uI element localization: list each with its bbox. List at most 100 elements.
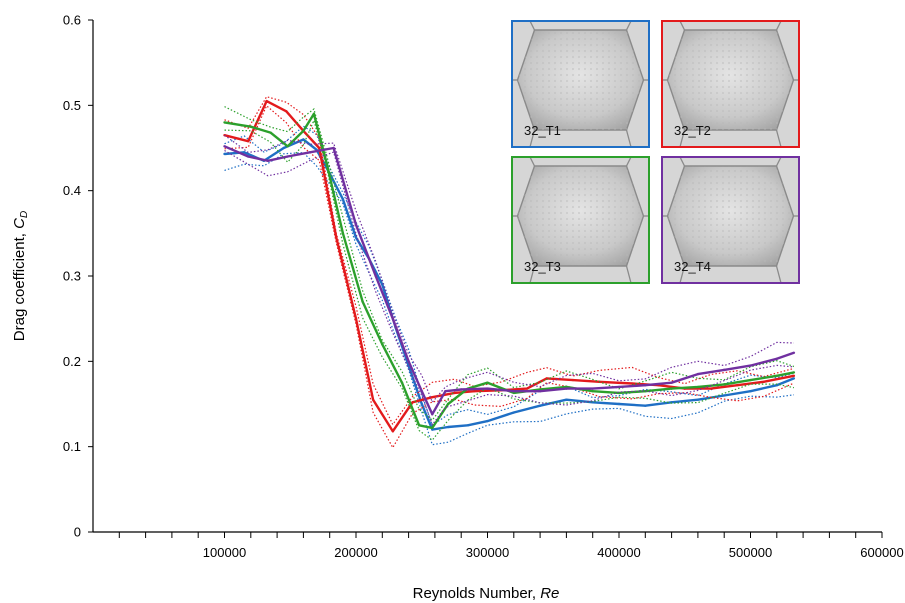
ball-texture xyxy=(667,30,794,130)
data-point xyxy=(246,155,250,158)
data-point xyxy=(709,387,713,390)
data-point xyxy=(308,151,312,154)
series-lower-bound xyxy=(224,118,795,441)
data-point xyxy=(335,236,338,239)
panel-32_T1: 32_T1 xyxy=(511,20,650,148)
data-point xyxy=(473,390,476,393)
y-axis-title: Drag coefficient, CD xyxy=(11,211,30,341)
ball-seam xyxy=(679,156,686,167)
y-tick-label: 0 xyxy=(74,525,81,540)
data-point xyxy=(269,131,272,134)
data-point xyxy=(591,390,594,393)
y-tick-label: 0.3 xyxy=(63,269,81,284)
data-point xyxy=(538,404,542,407)
series-lower-bound xyxy=(224,104,795,449)
data-point xyxy=(486,381,489,384)
y-tick-label: 0.2 xyxy=(63,354,81,369)
data-point xyxy=(446,425,450,429)
panel-label: 32_T4 xyxy=(674,259,711,274)
ball-seam xyxy=(679,129,686,148)
panel-border xyxy=(661,20,800,148)
y-axis-title-text: Drag coefficient, xyxy=(11,233,28,341)
data-point xyxy=(723,368,726,372)
data-point xyxy=(466,424,469,427)
data-point xyxy=(670,387,673,390)
data-point xyxy=(512,390,515,393)
data-point xyxy=(302,129,305,133)
panel-32_T3: 32_T3 xyxy=(511,156,650,284)
data-point xyxy=(361,300,364,303)
panel-border xyxy=(661,156,800,284)
data-point xyxy=(696,385,700,389)
data-point xyxy=(391,317,395,320)
data-point xyxy=(792,377,796,380)
y-axis-title-symbol: C xyxy=(11,218,28,229)
x-tick-label: 600000 xyxy=(860,545,903,560)
data-point xyxy=(538,390,542,393)
data-point xyxy=(411,401,414,404)
data-point xyxy=(696,398,700,401)
x-tick-label: 300000 xyxy=(466,545,509,560)
legend-image-panels: 32_T1 32_T2 32_T3 32_T4 xyxy=(511,20,800,284)
ball-seam xyxy=(775,156,782,167)
data-point xyxy=(354,236,358,239)
data-point xyxy=(617,402,621,406)
y-tick-label: 0.6 xyxy=(63,13,81,28)
series-32_T3 xyxy=(223,106,796,441)
data-point xyxy=(286,155,289,158)
panel-label: 32_T3 xyxy=(524,259,561,274)
panel-label: 32_T1 xyxy=(524,123,561,138)
data-point xyxy=(591,387,594,390)
data-point xyxy=(792,371,796,374)
x-axis-title-symbol: Re xyxy=(540,585,559,602)
ball-seam xyxy=(775,129,782,148)
ball-seam xyxy=(625,156,632,167)
data-point xyxy=(444,390,447,393)
data-point xyxy=(381,343,384,346)
data-point xyxy=(246,139,250,143)
data-point xyxy=(431,413,434,416)
x-tick-label: 100000 xyxy=(203,545,246,560)
data-point xyxy=(286,145,289,148)
data-point xyxy=(775,374,778,378)
data-point xyxy=(374,274,377,278)
data-point xyxy=(371,398,375,401)
series-lower-bound xyxy=(224,149,794,426)
data-point xyxy=(644,384,647,387)
data-point xyxy=(762,380,765,384)
x-tick-label: 200000 xyxy=(334,545,377,560)
data-point xyxy=(696,372,700,376)
ball-seam xyxy=(775,265,782,284)
data-point xyxy=(644,404,647,407)
data-point xyxy=(565,398,568,401)
ball-texture xyxy=(517,30,644,130)
data-point xyxy=(431,426,434,430)
data-point xyxy=(282,146,285,150)
x-tick-label: 400000 xyxy=(597,545,640,560)
data-point xyxy=(749,378,752,382)
data-point xyxy=(525,387,529,390)
ball-seam xyxy=(529,129,536,148)
data-point xyxy=(486,419,489,423)
data-point xyxy=(354,223,358,226)
ball-seam xyxy=(775,20,782,31)
data-point xyxy=(223,152,226,156)
ball-seam xyxy=(529,265,536,284)
panel-label: 32_T2 xyxy=(674,123,711,138)
data-point xyxy=(431,395,434,399)
ball-seam xyxy=(529,20,536,31)
y-ticks: 0 0.1 0.2 0.3 0.4 0.5 0.6 xyxy=(63,13,93,540)
data-point xyxy=(285,110,288,113)
data-point xyxy=(512,411,515,414)
x-ticks: 100000 200000 300000 400000 500000 600000 xyxy=(203,545,904,560)
ball-texture xyxy=(667,166,794,266)
panel-32_T2: 32_T2 xyxy=(661,20,800,148)
data-point xyxy=(571,378,575,382)
data-point xyxy=(446,402,450,406)
ball-seam xyxy=(625,129,632,148)
data-point xyxy=(775,357,778,360)
data-point xyxy=(749,390,752,393)
y-tick-label: 0.1 xyxy=(63,439,81,454)
data-point xyxy=(223,121,226,124)
series-upper-bound xyxy=(224,134,794,404)
